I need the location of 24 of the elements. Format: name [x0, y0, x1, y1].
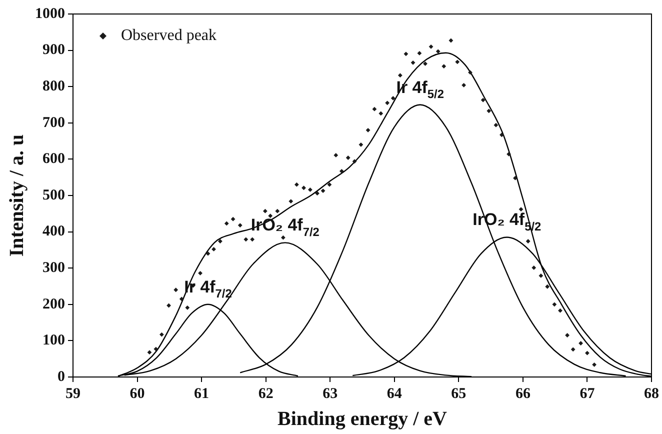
y-tick-label: 800 — [42, 78, 65, 94]
y-tick-label: 500 — [42, 187, 65, 204]
y-tick-label: 700 — [42, 114, 65, 131]
x-tick-label: 60 — [130, 386, 145, 402]
x-tick-label: 65 — [451, 386, 466, 402]
y-tick-label: 0 — [58, 368, 65, 385]
y-axis-title: Intensity / a. u — [6, 134, 28, 257]
x-axis-title: Binding energy / eV — [278, 408, 448, 430]
y-tick-label: 900 — [42, 42, 65, 58]
y-tick-label: 300 — [42, 260, 65, 276]
x-tick-label: 62 — [258, 386, 274, 402]
y-tick-label: 600 — [42, 151, 65, 168]
y-tick-label: 1000 — [35, 6, 65, 22]
y-tick-label: 400 — [42, 224, 65, 240]
legend-label: Observed peak — [121, 27, 217, 44]
x-tick-label: 64 — [386, 386, 402, 402]
x-tick-label: 67 — [580, 386, 596, 402]
x-tick-label: 59 — [66, 386, 80, 402]
y-tick-label: 200 — [42, 296, 65, 312]
x-tick-label: 61 — [194, 386, 210, 402]
x-tick-label: 63 — [322, 386, 338, 402]
x-tick-label: 68 — [644, 386, 659, 402]
x-tick-label: 66 — [515, 386, 531, 402]
y-tick-label: 100 — [42, 332, 65, 349]
